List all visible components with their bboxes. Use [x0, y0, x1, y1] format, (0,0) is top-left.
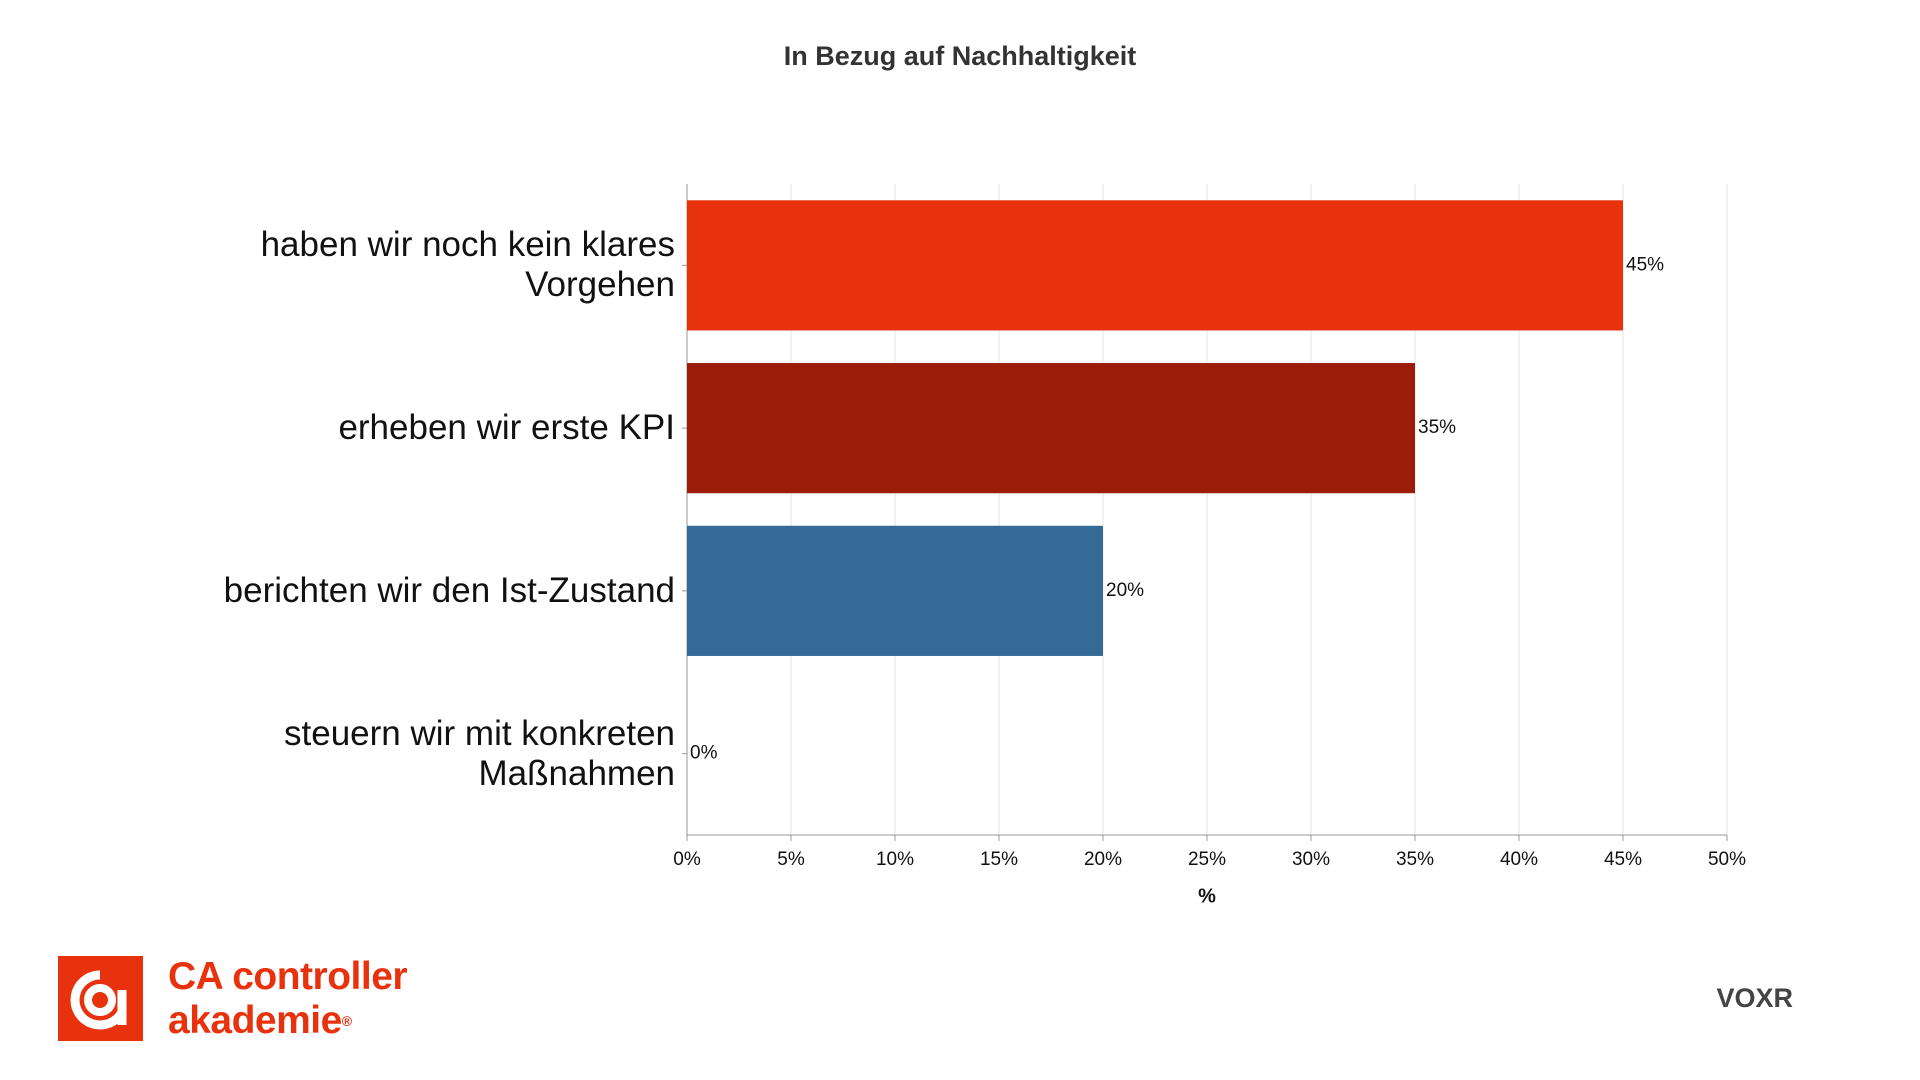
logo-text: akademie: [168, 999, 342, 1042]
vendor-logo: VOXR: [1716, 983, 1793, 1013]
value-label: 0%: [690, 743, 718, 764]
x-tick-label: 10%: [876, 849, 914, 870]
chart-title: In Bezug auf Nachhaltigkeit: [784, 41, 1137, 71]
y-tick-label: steuern wir mit konkreten Maßnahmen: [284, 713, 675, 793]
y-tick-label: haben wir noch kein klares Vorgehen: [260, 225, 675, 305]
logo-icon: [58, 956, 143, 1041]
bar: [687, 363, 1415, 494]
y-tick-label: erheben wir erste KPI: [338, 408, 675, 448]
value-label: 20%: [1106, 580, 1144, 601]
x-tick-label: 35%: [1396, 849, 1434, 870]
x-tick-label: 15%: [980, 849, 1018, 870]
logo-text: akademie®: [168, 999, 352, 1043]
bar: [687, 525, 1103, 656]
x-axis-label: %: [1198, 885, 1216, 907]
x-tick-label: 50%: [1708, 849, 1746, 870]
value-label: 35%: [1418, 417, 1456, 438]
logo-text: CA controller: [168, 955, 408, 998]
x-tick-label: 25%: [1188, 849, 1226, 870]
bar: [687, 200, 1623, 331]
y-tick-label: berichten wir den Ist-Zustand: [223, 570, 675, 610]
value-label: 45%: [1626, 254, 1664, 275]
x-tick-label: 0%: [673, 849, 701, 870]
x-tick-label: 20%: [1084, 849, 1122, 870]
x-tick-label: 45%: [1604, 849, 1642, 870]
x-tick-label: 40%: [1500, 849, 1538, 870]
logo-mark: ®: [341, 1013, 352, 1029]
x-tick-label: 5%: [777, 849, 805, 870]
x-tick-label: 30%: [1292, 849, 1330, 870]
